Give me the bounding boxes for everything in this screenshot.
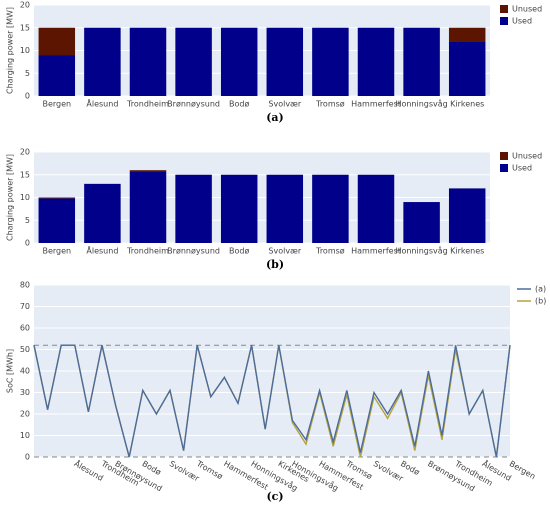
y-tick-label: 50 [20,345,30,354]
bar-segment [266,174,304,243]
y-tick-label: 5 [25,216,30,225]
x-tick-label: Hammerfest [351,247,401,256]
x-tick-label: Brønnøysund [426,459,476,493]
y-tick-label: 60 [20,324,30,333]
x-tick-label: Trondheim [126,100,169,109]
x-tick-label: Kirkenes [450,100,484,109]
caption: (c) [266,490,283,503]
caption: (b) [266,258,284,271]
bar-segment [38,197,76,199]
legend-swatch [500,164,508,172]
y-tick-label: 15 [20,23,30,32]
y-axis-label: Charging power [MW] [6,154,15,241]
x-tick-label: Bergen [508,459,537,481]
bar-segment [403,27,440,96]
bar-segment [129,27,167,96]
bar-segment [312,174,349,243]
y-tick-label: 0 [25,239,30,248]
y-axis-label: SoC [MWh] [6,349,15,393]
x-tick-label: Brønnøysund [167,247,220,256]
x-tick-label: Kirkenes [450,247,484,256]
x-tick-label: Ålesund [86,98,118,109]
y-tick-label: 80 [20,281,30,290]
legend-swatch [500,17,508,25]
bar-segment [38,27,76,56]
x-tick-label: Bergen [42,100,71,109]
series-line [33,344,511,458]
x-tick-label: Honningsvåg [395,99,447,109]
bar-segment [312,27,349,96]
y-tick-label: 20 [20,148,30,157]
bar-segment [448,188,486,243]
legend-label: Used [512,17,532,26]
x-tick-label: Tromsø [315,247,345,256]
y-tick-label: 0 [25,92,30,101]
legend-label: Used [512,164,532,173]
y-tick-label: 30 [20,388,30,397]
x-tick-label: Svolvær [268,100,302,109]
legend-label: Unused [512,152,542,161]
y-tick-label: 40 [20,367,30,376]
y-tick-label: 20 [20,410,30,419]
legend-swatch [500,5,508,13]
y-axis-label: Charging power [MW] [6,7,15,94]
bar-segment [403,202,440,243]
x-tick-label: Hammerfest [351,100,401,109]
y-tick-label: 10 [20,431,30,440]
bar-segment [129,170,167,172]
y-tick-label: 20 [20,1,30,10]
bar-segment [38,55,76,96]
bar-segment [175,174,212,243]
x-tick-label: Trondheim [126,247,169,256]
x-tick-label: Tromsø [315,100,345,109]
x-tick-label: Bodø [229,247,249,256]
caption: (a) [266,111,284,124]
bar-segment [448,41,486,96]
bar-segment [220,174,258,243]
y-tick-label: 5 [25,69,30,78]
y-tick-label: 0 [25,453,30,462]
bar-segment [84,27,121,96]
y-tick-label: 70 [20,302,30,311]
legend-label: (a) [535,285,546,294]
x-tick-label: Svolvær [268,247,302,256]
bar-segment [357,174,395,243]
y-tick-label: 10 [20,46,30,55]
legend-label: (b) [535,297,546,306]
x-tick-label: Bergen [42,247,71,256]
bar-segment [448,27,486,42]
y-tick-label: 15 [20,170,30,179]
bar-segment [220,27,258,96]
legend-swatch [500,152,508,160]
bar-segment [357,27,395,96]
bar-segment [84,183,121,243]
legend-label: Unused [512,5,542,14]
x-tick-label: Ålesund [86,245,118,256]
bar-segment [129,171,167,243]
x-tick-label: Brønnøysund [167,100,220,109]
x-tick-label: Bodø [229,100,249,109]
bar-segment [266,27,304,96]
bar-segment [38,198,76,243]
y-tick-label: 10 [20,193,30,202]
x-tick-label: Honningsvåg [395,246,447,256]
x-tick-label: Ålesund [73,457,106,483]
bar-segment [175,27,212,96]
